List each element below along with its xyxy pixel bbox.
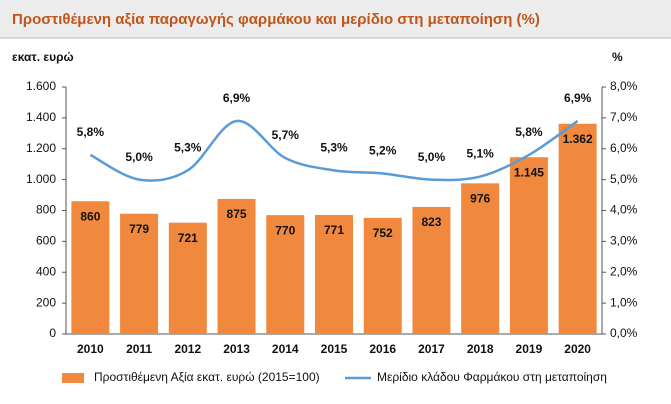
x-tick-label: 2017 (418, 342, 445, 356)
y2-tick-label: 5,0% (610, 172, 638, 186)
x-tick-label: 2013 (223, 342, 250, 356)
bar (509, 157, 548, 334)
line-value-label: 6,9% (223, 91, 251, 105)
y-tick-label: 800 (36, 203, 56, 217)
line-value-label: 5,1% (467, 147, 495, 161)
y2-tick-label: 7,0% (610, 110, 638, 124)
y2-tick-label: 2,0% (610, 264, 638, 278)
bar (461, 183, 500, 334)
bar-value-label: 860 (80, 209, 100, 223)
title-band (0, 0, 671, 38)
x-tick-label: 2012 (174, 342, 201, 356)
line-value-label: 5,0% (125, 150, 153, 164)
y2-axis-label: % (612, 50, 623, 64)
y-tick-label: 1.200 (26, 141, 56, 155)
line-value-label: 5,2% (369, 144, 397, 158)
bar-value-label: 976 (470, 192, 490, 206)
legend-label: Μερίδιο κλάδου Φαρμάκου στη μεταποίηση (377, 370, 607, 384)
bar (217, 198, 256, 334)
bar-value-label: 770 (275, 223, 295, 237)
bar (363, 217, 402, 334)
line-value-label: 5,3% (174, 141, 202, 155)
bar (315, 214, 353, 334)
line-value-label: 5,7% (272, 128, 300, 142)
line (89, 119, 579, 182)
bar-value-label: 779 (129, 222, 149, 236)
x-tick-label: 2014 (272, 342, 299, 356)
x-tick-label: 2018 (467, 342, 494, 356)
y-tick-label: 400 (36, 264, 56, 278)
legend-swatch (62, 373, 84, 383)
x-tick-label: 2011 (126, 342, 152, 356)
bar-value-label: 1.145 (514, 165, 544, 179)
bar-value-label: 875 (227, 207, 247, 221)
line-value-label: 5,8% (515, 125, 543, 139)
y2-tick-label: 1,0% (610, 295, 638, 309)
bar (71, 201, 110, 334)
y-tick-label: 200 (36, 295, 56, 309)
bar-value-label: 721 (178, 231, 198, 245)
x-tick-label: 2016 (369, 342, 396, 356)
bar-value-label: 823 (421, 215, 441, 229)
x-tick-label: 2020 (564, 342, 591, 356)
y-tick-label: 1.400 (26, 110, 56, 124)
y-tick-label: 1.600 (26, 79, 56, 93)
bar (266, 215, 305, 334)
bar (168, 222, 207, 334)
y-tick-label: 1.000 (26, 172, 56, 186)
line-value-label: 5,0% (418, 150, 446, 164)
line-value-label: 5,3% (320, 141, 348, 155)
bar-value-label: 1.362 (563, 132, 593, 146)
y2-tick-label: 0,0% (610, 326, 638, 340)
legend-label: Προστιθέμενη Αξία εκατ. ευρώ (2015=100) (94, 370, 320, 384)
chart-title: Προστιθέμενη αξία παραγωγής φαρμάκου και… (12, 11, 540, 28)
line-value-label: 6,9% (564, 91, 592, 105)
bar (412, 206, 451, 334)
y-tick-label: 0 (49, 326, 56, 340)
y2-tick-label: 4,0% (610, 203, 638, 217)
x-tick-label: 2010 (77, 342, 104, 356)
y2-tick-label: 6,0% (610, 141, 638, 155)
y2-tick-label: 8,0% (610, 79, 638, 93)
x-tick-label: 2015 (321, 342, 348, 356)
bar-value-label: 752 (373, 226, 393, 240)
bar (558, 123, 597, 335)
y2-tick-label: 3,0% (610, 234, 638, 248)
bar (120, 213, 159, 334)
bar-value-label: 771 (324, 223, 344, 237)
x-tick-label: 2019 (516, 342, 543, 356)
y-tick-label: 600 (36, 234, 56, 248)
line-value-label: 5,8% (77, 125, 105, 139)
y-axis-label: εκατ. ευρώ (12, 50, 74, 64)
